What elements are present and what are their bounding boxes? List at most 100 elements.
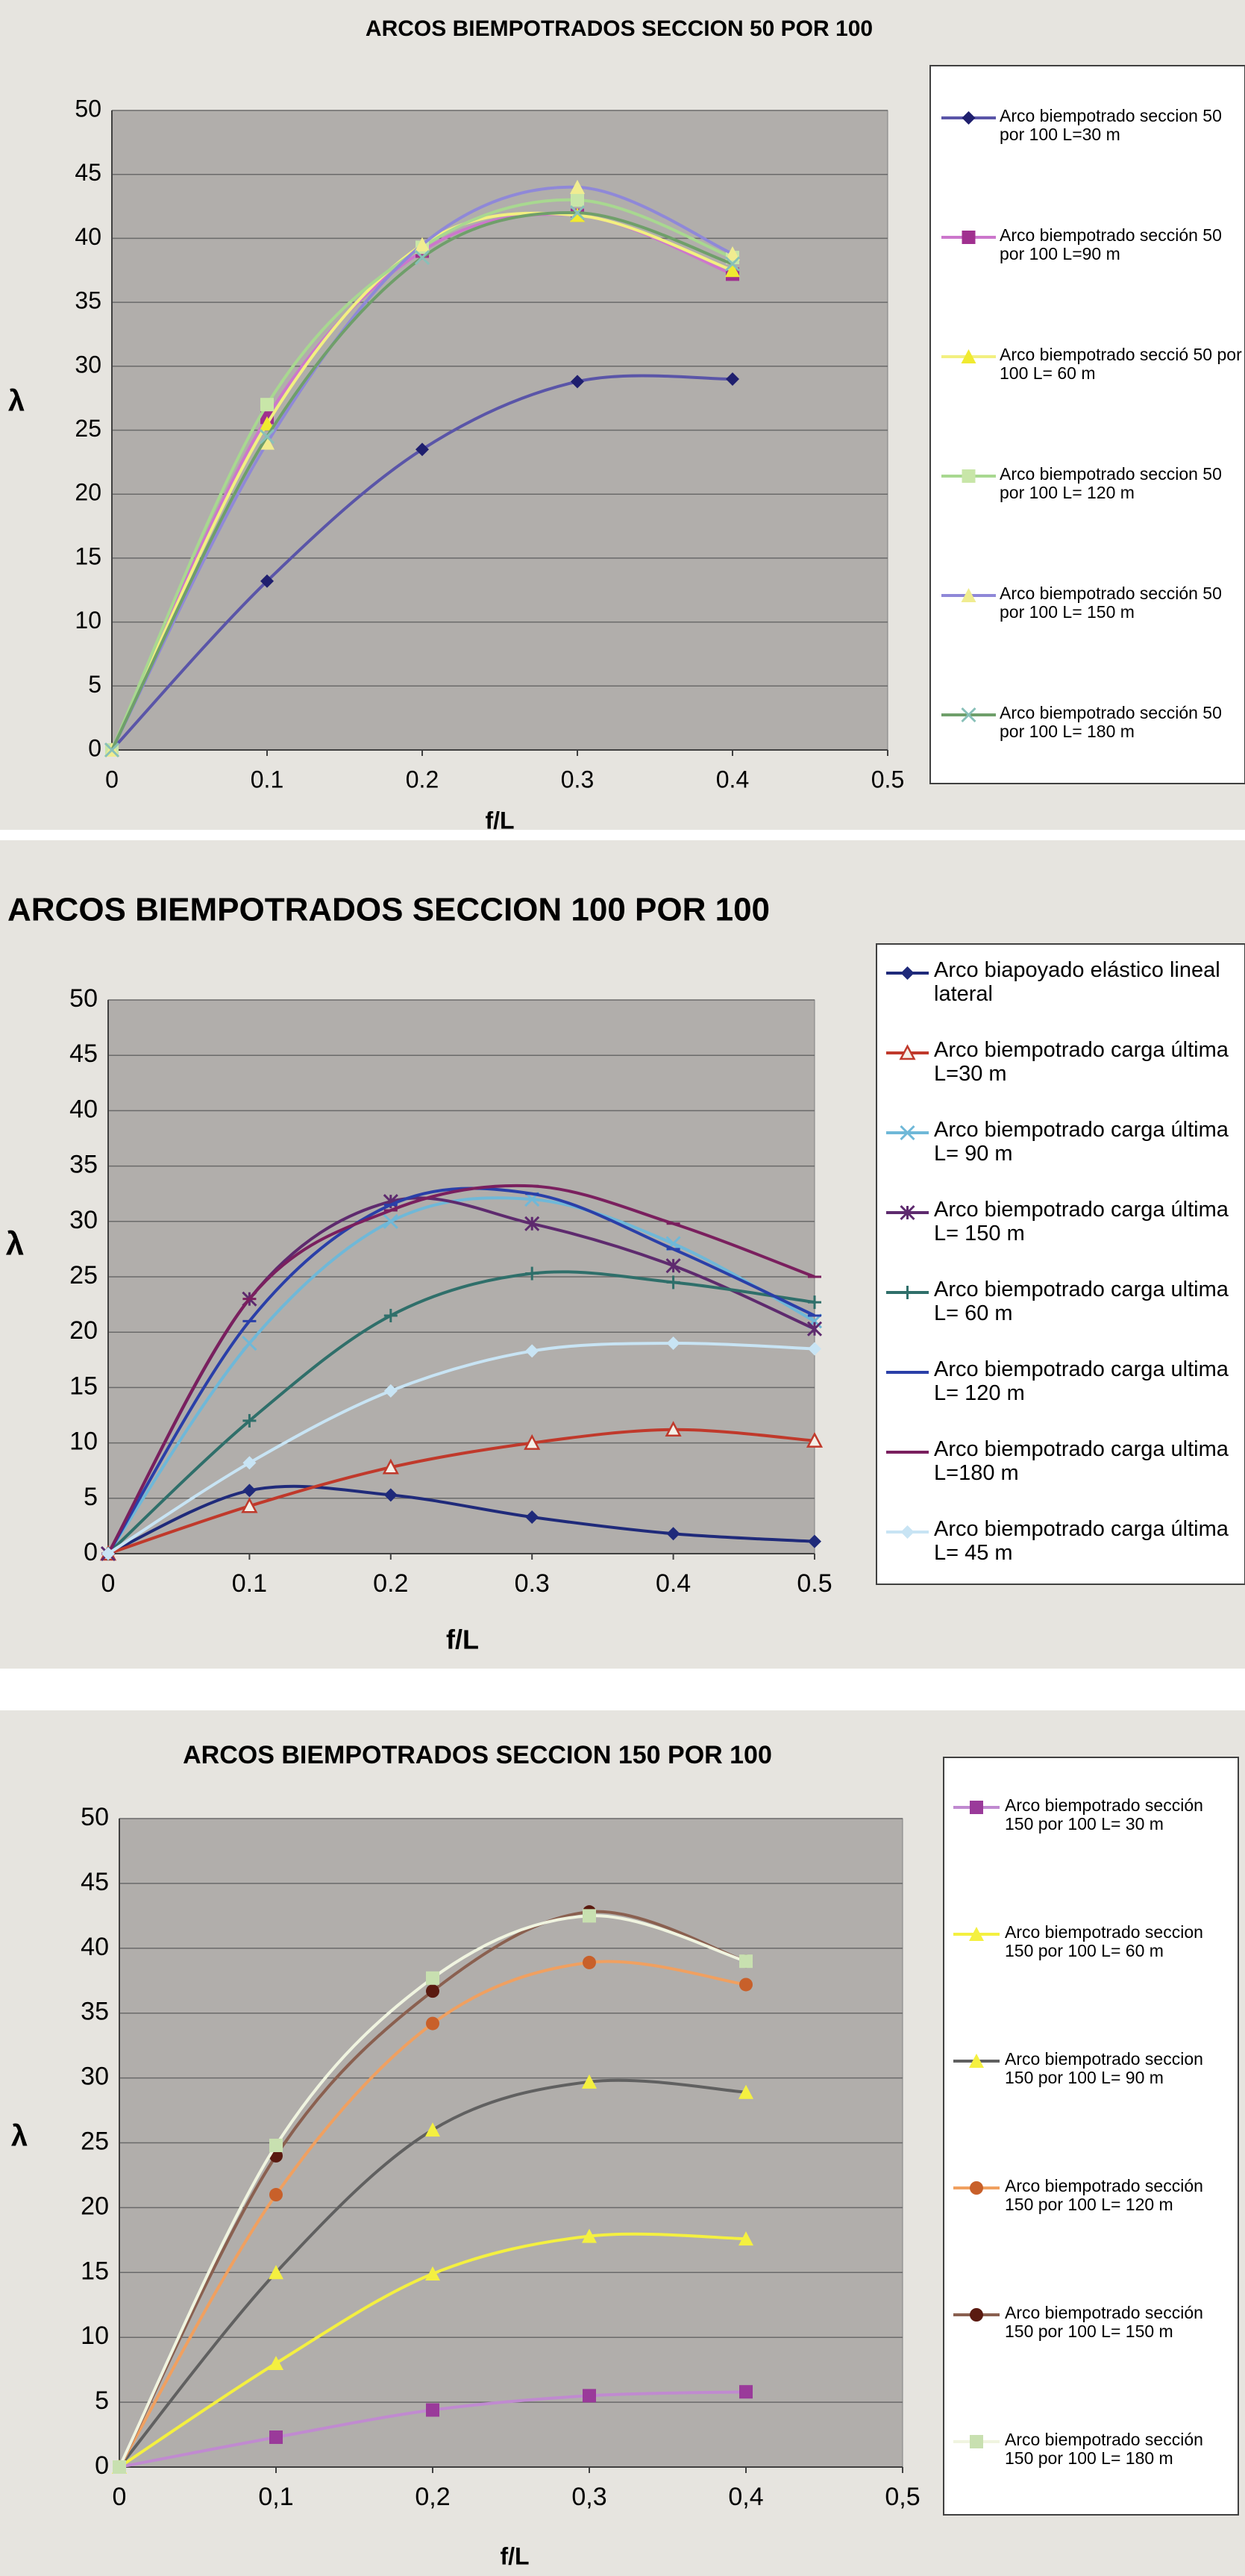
marker — [724, 256, 741, 272]
legend-marker — [900, 966, 915, 980]
legend-marker — [961, 588, 976, 602]
x-tick-label: 0,1 — [258, 2483, 293, 2511]
marker-part — [962, 111, 976, 125]
marker — [242, 1413, 257, 1428]
marker-part — [260, 435, 275, 450]
legend-marker — [900, 1125, 915, 1141]
marker — [101, 1547, 115, 1560]
marker — [666, 1275, 680, 1289]
marker — [806, 1431, 824, 1448]
chart-title: ARCOS BIEMPOTRADOS SECCION 100 POR 100 — [7, 892, 770, 928]
series-line — [107, 1196, 815, 1555]
marker — [104, 742, 120, 758]
x-tick-label: 0,5 — [885, 2483, 920, 2511]
marker — [241, 1497, 258, 1513]
marker — [525, 1344, 539, 1358]
marker — [414, 250, 430, 266]
y-tick-label: 10 — [75, 607, 101, 634]
marker — [260, 435, 275, 450]
marker-part — [582, 2228, 597, 2243]
marker — [571, 375, 584, 389]
legend-label: Arco biempotrado secció 50 por 100 L= 60… — [1000, 345, 1242, 384]
marker — [415, 443, 429, 457]
marker — [426, 1971, 439, 1985]
chart-title: ARCOS BIEMPOTRADOS SECCION 50 POR 100 — [366, 16, 873, 41]
marker-part — [571, 375, 584, 389]
y-tick-label: 45 — [81, 1868, 109, 1896]
chart-title: ARCOS BIEMPOTRADOS SECCION 150 POR 100 — [183, 1741, 772, 1769]
x-tick-label: 0.1 — [232, 1569, 267, 1598]
series-line — [107, 1484, 815, 1555]
series-line — [118, 2078, 747, 2469]
marker-part — [260, 574, 274, 588]
y-axis-label: λ — [6, 1226, 24, 1263]
marker — [808, 1295, 821, 1310]
y-tick-label: 20 — [69, 1316, 98, 1345]
y-tick-label: 50 — [75, 95, 101, 122]
y-tick-label: 15 — [75, 543, 101, 569]
marker — [583, 1909, 596, 1923]
marker-part — [425, 2122, 440, 2137]
x-tick-label: 0,3 — [571, 2483, 606, 2511]
legend-label: Arco biempotrado sección 150 por 100 L= … — [1005, 1795, 1203, 1834]
marker — [260, 398, 274, 412]
y-tick-label: 0 — [95, 2451, 109, 2480]
separator — [0, 1669, 1245, 1710]
marker-part — [900, 1125, 915, 1141]
marker-part — [582, 2074, 597, 2089]
marker-part — [724, 256, 741, 272]
y-tick-label: 40 — [75, 223, 101, 250]
marker-part — [104, 742, 120, 758]
legend-label: Arco biempotrado sección 50 por 100 L= 1… — [1000, 584, 1222, 622]
marker — [269, 2430, 283, 2445]
series-line — [110, 198, 733, 751]
legend-marker — [969, 1927, 984, 1941]
marker-part — [962, 231, 976, 244]
x-tick-label: 0.3 — [515, 1569, 550, 1598]
y-tick-label: 35 — [75, 287, 101, 314]
marker-part — [415, 237, 430, 251]
legend-label: Arco biempotrado carga ultima L= 120 m — [934, 1357, 1229, 1406]
y-tick-label: 30 — [69, 1206, 98, 1234]
y-tick-label: 35 — [81, 1998, 109, 2026]
marker-part — [583, 2389, 596, 2403]
legend-marker — [962, 231, 976, 244]
x-tick-label: 0.4 — [656, 1569, 691, 1598]
y-tick-label: 25 — [69, 1261, 98, 1289]
marker — [383, 1213, 398, 1229]
legend-label: Arco biempotrado carga última L= 150 m — [934, 1198, 1229, 1246]
marker-part — [570, 207, 585, 222]
marker — [524, 1216, 540, 1231]
marker-part — [425, 2266, 440, 2281]
legend-box — [943, 1757, 1239, 2516]
marker — [415, 237, 430, 251]
marker-part — [738, 2231, 753, 2246]
marker-part — [725, 263, 740, 278]
marker-part — [739, 1954, 753, 1969]
marker-part — [101, 1547, 115, 1560]
marker — [808, 1342, 821, 1356]
marker-part — [666, 1337, 680, 1351]
y-tick-label: 30 — [75, 351, 101, 378]
y-axis-label: λ — [8, 385, 25, 418]
marker-part — [426, 1971, 439, 1985]
y-tick-label: 25 — [75, 415, 101, 442]
marker — [113, 2460, 126, 2474]
marker — [666, 1337, 680, 1351]
legend-marker — [962, 111, 976, 125]
series-line — [107, 1187, 815, 1555]
marker — [242, 1456, 257, 1470]
marker-part — [665, 1421, 682, 1437]
y-tick-label: 45 — [75, 159, 101, 186]
marker-part — [269, 2355, 283, 2370]
marker-part — [241, 1497, 258, 1513]
marker — [260, 416, 275, 431]
series-line — [107, 1270, 815, 1555]
marker-part — [269, 2188, 283, 2202]
marker — [808, 1534, 821, 1548]
x-axis-label: f/L — [446, 1625, 479, 1655]
legend-marker — [970, 2181, 983, 2195]
x-axis-label: f/L — [500, 2542, 529, 2569]
marker-part — [900, 1525, 915, 1539]
x-tick-label: 0.2 — [373, 1569, 408, 1598]
